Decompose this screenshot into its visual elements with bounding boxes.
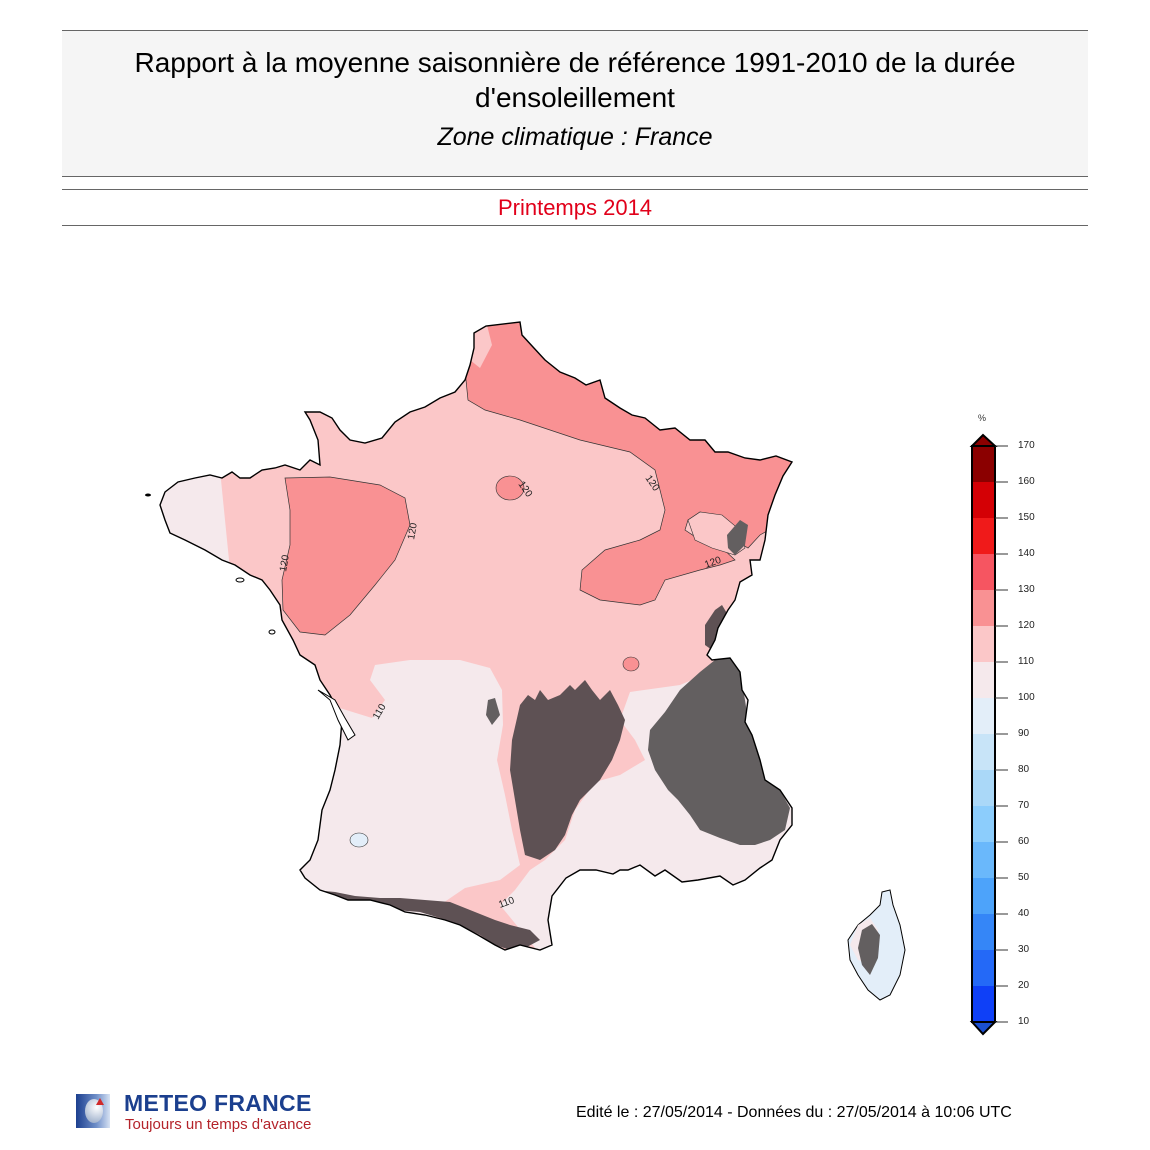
header-panel: Rapport à la moyenne saisonnière de réfé… — [62, 30, 1088, 177]
legend-tick: 70 — [1018, 800, 1030, 811]
legend-tick: 150 — [1018, 512, 1035, 523]
svg-text:120: 120 — [278, 554, 292, 573]
contour-fill-layer — [160, 322, 792, 950]
legend-tick: 20 — [1018, 980, 1030, 991]
globe-logo-icon — [76, 1094, 110, 1128]
legend-tick: 90 — [1018, 728, 1030, 739]
season-label: Printemps 2014 — [497, 195, 653, 220]
legend-tick: 160 — [1018, 476, 1035, 487]
legend-tick: 30 — [1018, 944, 1030, 955]
legend-tick: 130 — [1018, 584, 1035, 595]
legend-tick: 60 — [1018, 836, 1030, 847]
zone-subtitle: Zone climatique : France — [437, 123, 713, 151]
legend-tick: 50 — [1018, 872, 1030, 883]
legend-tick: 40 — [1018, 908, 1030, 919]
logo-tagline: Toujours un temps d'avance — [125, 1116, 312, 1133]
legend-tick: 120 — [1018, 620, 1035, 631]
page-title: Rapport à la moyenne saisonnière de réfé… — [134, 47, 1016, 113]
edit-date-text: Edité le : 27/05/2014 - Données du : 27/… — [576, 1104, 1012, 1121]
legend-tick: 140 — [1018, 548, 1035, 559]
legend-tick: 110 — [1018, 656, 1034, 667]
legend-tick: 80 — [1018, 764, 1030, 775]
legend-tick: 10 — [1018, 1016, 1030, 1027]
svg-text:120: 120 — [406, 522, 420, 541]
corsica — [847, 889, 906, 1001]
legend-tick: 170 — [1018, 440, 1035, 451]
svg-text:110: 110 — [497, 895, 516, 911]
legend-colorbar — [969, 433, 1008, 1036]
season-panel: Printemps 2014 — [62, 189, 1088, 226]
legend-tick: 100 — [1018, 692, 1035, 703]
legend-unit: % — [978, 413, 987, 423]
logo-name: METEO FRANCE — [124, 1090, 312, 1116]
meteo-france-logo: METEO FRANCE Toujours un temps d'avance — [64, 1088, 364, 1144]
